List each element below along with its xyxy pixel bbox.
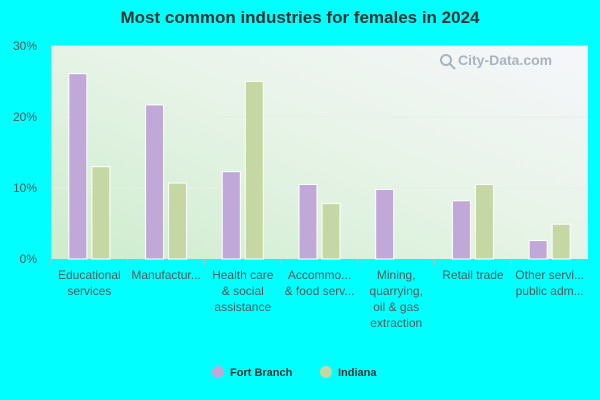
y-tick-label: 30% bbox=[13, 39, 37, 53]
x-tick-label: Manufactur... bbox=[131, 268, 200, 282]
bar-fort-branch bbox=[375, 188, 395, 260]
bar-indiana bbox=[244, 81, 264, 260]
bar-fort-branch bbox=[221, 171, 241, 260]
legend-swatch bbox=[320, 366, 332, 378]
bar-fort-branch bbox=[451, 200, 471, 260]
x-axis-labels: Educational services Manufactur... Health c… bbox=[58, 268, 584, 330]
bar-indiana bbox=[474, 183, 494, 260]
magnifier-handle bbox=[449, 63, 456, 70]
watermark: City-Data.com bbox=[440, 52, 552, 70]
y-tick-label: 10% bbox=[13, 181, 37, 195]
watermark-text: City-Data.com bbox=[458, 52, 552, 68]
bar-fort-branch bbox=[68, 73, 88, 260]
bar-fort-branch bbox=[298, 183, 318, 260]
legend-label: Indiana bbox=[338, 367, 377, 379]
x-tick-label: Accommo... & food serv... bbox=[285, 268, 355, 298]
y-tick-label: 0% bbox=[20, 252, 38, 266]
x-tick-label: Mining, quarrying, oil & gas extraction bbox=[370, 268, 423, 330]
bar-fort-branch bbox=[145, 104, 165, 260]
bar-indiana bbox=[321, 203, 341, 260]
gridlines bbox=[51, 45, 588, 189]
bar-indiana bbox=[168, 182, 188, 260]
chart-title: Most common industries for females in 20… bbox=[120, 8, 480, 27]
y-tick-label: 20% bbox=[13, 110, 37, 124]
x-tick-label: Other servi... public adm... bbox=[515, 268, 584, 298]
legend-label: Fort Branch bbox=[230, 367, 293, 379]
y-axis-ticks: 0% 10% 20% 30% bbox=[13, 39, 37, 266]
bar-fort-branch bbox=[528, 240, 548, 260]
bars bbox=[50, 73, 571, 265]
plot-area bbox=[51, 46, 588, 259]
bar-indiana bbox=[551, 223, 571, 260]
x-tick-label: Health care & social assistance bbox=[212, 268, 274, 314]
legend: Fort Branch Indiana bbox=[212, 366, 377, 379]
x-tick-label: Retail trade bbox=[442, 268, 504, 282]
magnifier-icon bbox=[440, 54, 452, 66]
bar-indiana bbox=[91, 166, 111, 260]
legend-swatch bbox=[212, 366, 224, 378]
x-tick-label: Educational services bbox=[58, 268, 121, 298]
